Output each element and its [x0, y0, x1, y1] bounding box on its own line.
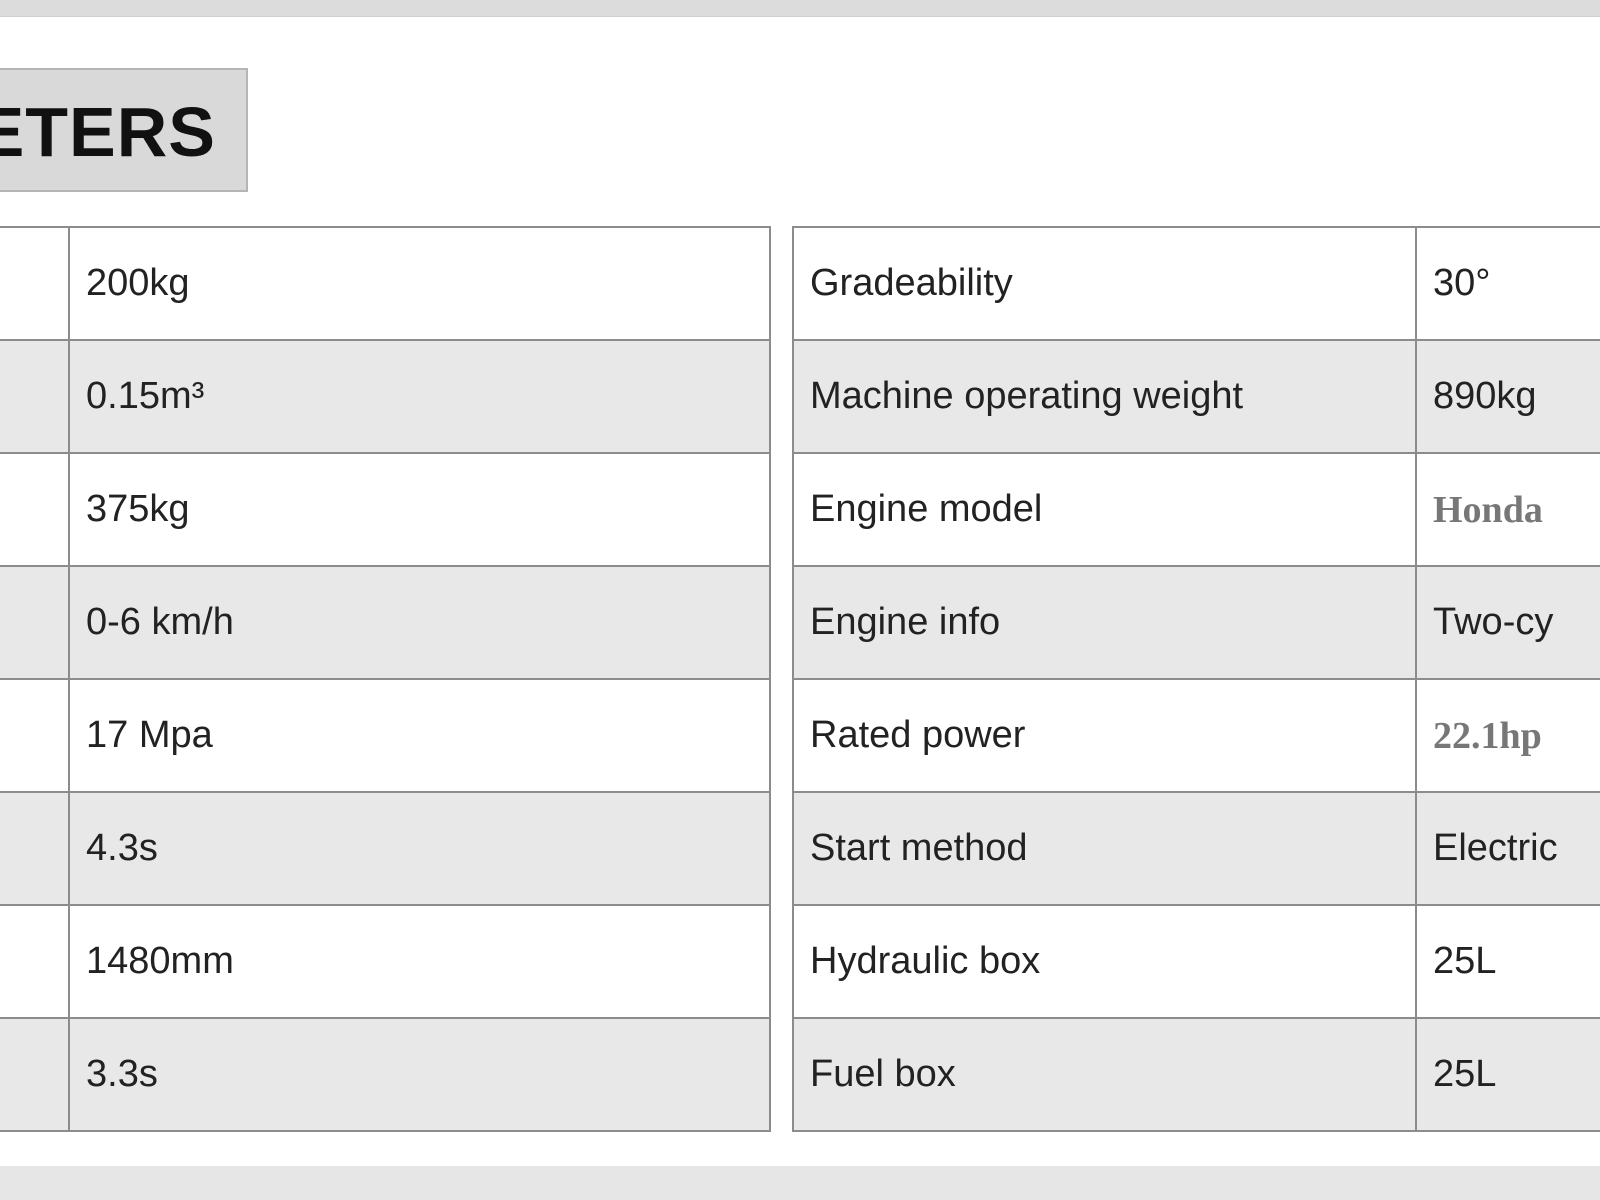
section-header: ETERS — [0, 68, 248, 192]
spec-value: 375kg — [68, 452, 771, 567]
spec-table-left: 200kg 0.15m³ 375kg 0-6 km/h 17 Mpa 4.3s 1480mm… — [0, 226, 771, 1132]
table-row: Fuel box 25L — [792, 1017, 1600, 1132]
table-row: Start method Electric — [792, 791, 1600, 906]
spec-value: 30° — [1415, 226, 1600, 341]
spec-label — [0, 452, 70, 567]
spec-value: Electric — [1415, 791, 1600, 906]
spec-value: 0-6 km/h — [68, 565, 771, 680]
spec-label — [0, 565, 70, 680]
spec-value: Two-cy — [1415, 565, 1600, 680]
spec-value: 3.3s — [68, 1017, 771, 1132]
spec-label: Machine operating weight — [792, 339, 1417, 454]
spec-value: 200kg — [68, 226, 771, 341]
table-row: Gradeability 30° — [792, 226, 1600, 341]
spec-label: Rated power — [792, 678, 1417, 793]
table-row: 0-6 km/h — [0, 565, 771, 680]
spec-label — [0, 339, 70, 454]
spec-value: 4.3s — [68, 791, 771, 906]
spec-value: 25L — [1415, 1017, 1600, 1132]
table-row: Engine info Two-cy — [792, 565, 1600, 680]
spec-label — [0, 226, 70, 341]
spec-label: Hydraulic box — [792, 904, 1417, 1019]
table-row: Rated power 22.1hp — [792, 678, 1600, 793]
spec-table-right: Gradeability 30° Machine operating weight 8… — [792, 226, 1600, 1132]
spec-label: Engine model — [792, 452, 1417, 567]
spec-value: 22.1hp — [1415, 678, 1600, 793]
table-row: Machine operating weight 890kg — [792, 339, 1600, 454]
spec-label: Start method — [792, 791, 1417, 906]
section-title: ETERS — [0, 93, 216, 171]
spec-label: Fuel box — [792, 1017, 1417, 1132]
table-row: 0.15m³ — [0, 339, 771, 454]
spec-value: 0.15m³ — [68, 339, 771, 454]
table-row: 200kg — [0, 226, 771, 341]
table-row: 3.3s — [0, 1017, 771, 1132]
spec-label — [0, 1017, 70, 1132]
bottom-bar — [0, 1166, 1600, 1200]
top-scrollbar — [0, 0, 1600, 17]
table-row: 17 Mpa — [0, 678, 771, 793]
table-row: Engine model Honda — [792, 452, 1600, 567]
table-row: 4.3s — [0, 791, 771, 906]
spec-label: Engine info — [792, 565, 1417, 680]
spec-value: 17 Mpa — [68, 678, 771, 793]
spec-value: 1480mm — [68, 904, 771, 1019]
spec-value: 890kg — [1415, 339, 1600, 454]
spec-value: Honda — [1415, 452, 1600, 567]
spec-label — [0, 678, 70, 793]
spec-label — [0, 904, 70, 1019]
table-row: 375kg — [0, 452, 771, 567]
spec-label: Gradeability — [792, 226, 1417, 341]
spec-value: 25L — [1415, 904, 1600, 1019]
table-row: 1480mm — [0, 904, 771, 1019]
table-row: Hydraulic box 25L — [792, 904, 1600, 1019]
spec-label — [0, 791, 70, 906]
